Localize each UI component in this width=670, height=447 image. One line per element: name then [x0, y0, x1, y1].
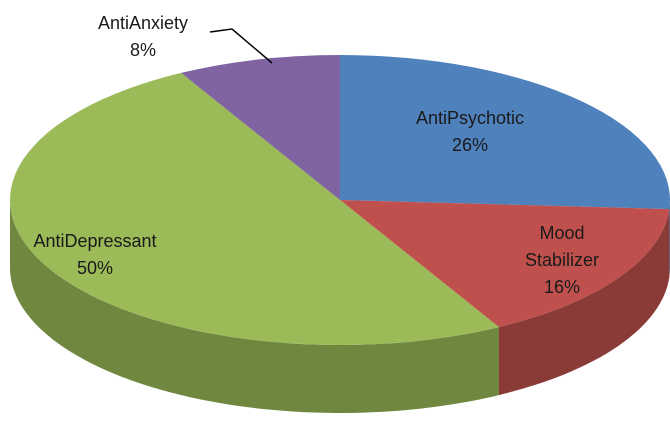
pie-side [10, 200, 499, 414]
pie-slice [340, 55, 670, 210]
slice-value: 26% [451, 135, 489, 155]
slice-name: AntiPsychotic [415, 108, 525, 128]
slice-value: 50% [76, 258, 114, 278]
slice-value: 8% [129, 40, 156, 60]
slice-label: AntiAnxiety 8% [63, 10, 223, 64]
slice-name: AntiDepressant [33, 231, 157, 251]
slice-label: AntiPsychotic 26% [370, 105, 570, 159]
slice-name: AntiAnxiety [97, 13, 189, 33]
pie-slice [340, 200, 670, 328]
pie-tops [9, 55, 670, 345]
slice-name: Mood Stabilizer [524, 223, 600, 270]
slice-value: 16% [543, 277, 581, 297]
leader-line [209, 28, 273, 64]
slice-label: AntiDepressant 50% [0, 228, 195, 282]
pie-slice [181, 55, 340, 200]
slice-label: Mood Stabilizer 16% [507, 220, 617, 301]
pie-side [498, 209, 670, 396]
pie-slice [9, 72, 499, 345]
